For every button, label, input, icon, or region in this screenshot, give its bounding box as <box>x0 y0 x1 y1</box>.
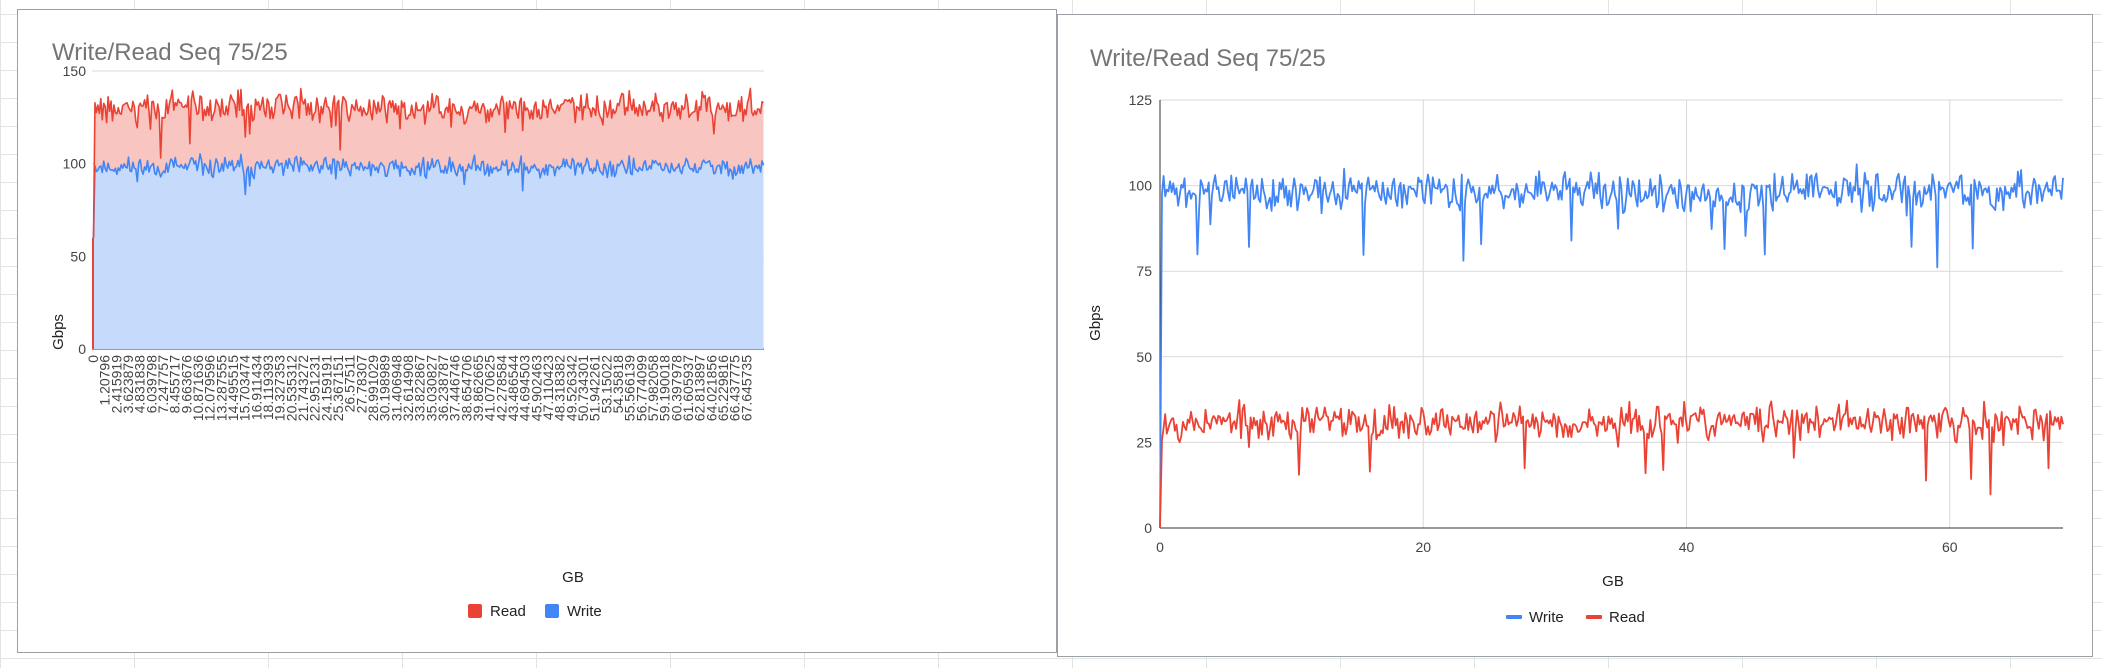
x-tick-label: 53.15022 <box>598 355 614 414</box>
legend-swatch-write[interactable] <box>1506 615 1522 619</box>
line-write <box>92 153 765 238</box>
x-tick-label: 20.535312 <box>283 355 299 421</box>
x-axis-title: GB <box>562 569 584 586</box>
x-tick-label: 54.35818 <box>610 355 626 414</box>
x-tick-label: 4.831838 <box>132 355 148 414</box>
x-tick-label: 7.247757 <box>155 355 171 414</box>
x-tick-label: 16.911434 <box>248 355 264 420</box>
x-tick-label: 48.318382 <box>552 355 568 421</box>
x-tick-label: 47.110423 <box>540 355 556 420</box>
x-tick-label: 9.663676 <box>178 355 194 414</box>
legend-swatch-write[interactable] <box>545 604 559 618</box>
x-tick-label: 25.367151 <box>330 355 346 421</box>
x-tick-label: 60 <box>1942 539 1958 555</box>
x-tick-label: 57.982058 <box>645 355 661 421</box>
x-tick-label: 66.437775 <box>727 355 743 421</box>
x-tick-label: 26.57511 <box>342 355 358 413</box>
chart-title: Write/Read Seq 75/25 <box>1090 45 1326 72</box>
x-tick-label: 0 <box>1156 539 1164 555</box>
x-tick-label: 59.190018 <box>657 355 673 421</box>
x-tick-label: 32.614908 <box>400 355 416 421</box>
line-read <box>1159 399 2064 529</box>
x-tick-label: 1.20796 <box>97 355 113 406</box>
x-tick-label: 51.942261 <box>587 355 603 421</box>
x-tick-label: 35.030827 <box>423 355 439 421</box>
x-tick-label: 38.654706 <box>458 355 474 421</box>
legend-swatch-read[interactable] <box>468 604 482 618</box>
x-tick-label: 30.198989 <box>377 355 393 421</box>
y-tick-label: 100 <box>1129 178 1153 194</box>
x-tick-label: 18.119393 <box>260 355 276 420</box>
y-tick-label: 100 <box>63 156 87 172</box>
x-tick-label: 56.774099 <box>633 355 649 421</box>
x-tick-label: 10.871636 <box>190 355 206 421</box>
legend-label-read[interactable]: Read <box>490 603 526 620</box>
x-tick-label: 2.415919 <box>108 355 124 414</box>
x-tick-label: 6.039798 <box>143 355 159 414</box>
y-axis-title: Gbps <box>1087 305 1104 341</box>
x-tick-label: 0 <box>85 355 101 363</box>
x-axis-title: GB <box>1602 573 1624 590</box>
y-tick-label: 75 <box>1136 263 1152 279</box>
x-tick-label: 8.455717 <box>167 355 183 414</box>
line-write <box>1159 163 2064 529</box>
x-tick-label: 49.526342 <box>563 355 579 421</box>
x-tick-label: 22.951231 <box>307 355 323 421</box>
x-tick-label: 14.495515 <box>225 355 241 421</box>
y-tick-label: 0 <box>1144 520 1152 536</box>
x-tick-label: 20 <box>1415 539 1431 555</box>
x-tick-label: 33.822867 <box>412 355 428 421</box>
line-read <box>92 87 764 238</box>
x-tick-label: 60.397978 <box>668 355 684 421</box>
x-tick-label: 67.645735 <box>738 355 754 421</box>
y-tick-label: 50 <box>1136 349 1152 365</box>
y-tick-label: 150 <box>63 63 87 79</box>
x-tick-label: 43.486544 <box>505 355 521 421</box>
chart-right: Write/Read Seq 75/25 0 25 50 75 100 125 0 20 40… <box>1057 14 2093 657</box>
y-axis-title: Gbps <box>50 314 67 350</box>
x-tick-label: 41.070625 <box>482 355 498 421</box>
x-tick-label: 61.605937 <box>680 355 696 421</box>
x-tick-label: 44.694503 <box>517 355 533 421</box>
legend-swatch-read[interactable] <box>1586 615 1602 619</box>
x-tick-label: 62.813897 <box>692 355 708 421</box>
y-tick-label: 25 <box>1136 434 1152 450</box>
x-tick-label: 19.327353 <box>272 355 288 421</box>
x-tick-label: 21.743272 <box>295 355 311 421</box>
x-tick-label: 28.991029 <box>365 355 381 421</box>
y-tick-label: 125 <box>1129 92 1153 108</box>
legend[interactable]: Read Write <box>468 603 602 620</box>
x-tick-label: 37.446746 <box>447 355 463 421</box>
x-tick-label: 55.566139 <box>622 355 638 421</box>
x-tick-label: 64.021856 <box>703 355 719 421</box>
x-tick-label: 39.862665 <box>470 355 486 421</box>
area-write <box>93 153 764 349</box>
x-tick-label: 31.406948 <box>388 355 404 421</box>
x-tick-label: 42.278584 <box>493 355 509 421</box>
x-tick-label: 12.079596 <box>202 355 218 421</box>
y-tick-label: 0 <box>78 341 86 357</box>
x-tick-label: 3.623879 <box>120 355 136 414</box>
line-chart: Write/Read Seq 75/25 0 25 50 75 100 125 0 20 40… <box>1087 45 2064 626</box>
legend-label-read[interactable]: Read <box>1609 609 1645 626</box>
x-tick-label: 15.703474 <box>237 355 253 421</box>
legend-label-write[interactable]: Write <box>567 603 602 620</box>
legend-label-write[interactable]: Write <box>1529 609 1564 626</box>
x-tick-label: 13.287555 <box>213 355 229 421</box>
x-tick-label: 50.734301 <box>575 355 591 421</box>
x-tick-label: 36.238787 <box>435 355 451 421</box>
x-tick-label: 65.229816 <box>715 355 731 421</box>
x-tick-label: 27.78307 <box>353 355 369 414</box>
y-tick-label: 50 <box>70 248 86 264</box>
legend[interactable]: Write Read <box>1506 609 1645 626</box>
x-tick-label: 45.902463 <box>528 355 544 421</box>
chart-left: Write/Read Seq 75/25 0 50 100 150 0 1.20796 2… <box>17 9 1057 653</box>
x-tick-label: 24.159191 <box>318 355 334 421</box>
chart-title: Write/Read Seq 75/25 <box>52 39 288 66</box>
x-tick-label: 40 <box>1679 539 1695 555</box>
